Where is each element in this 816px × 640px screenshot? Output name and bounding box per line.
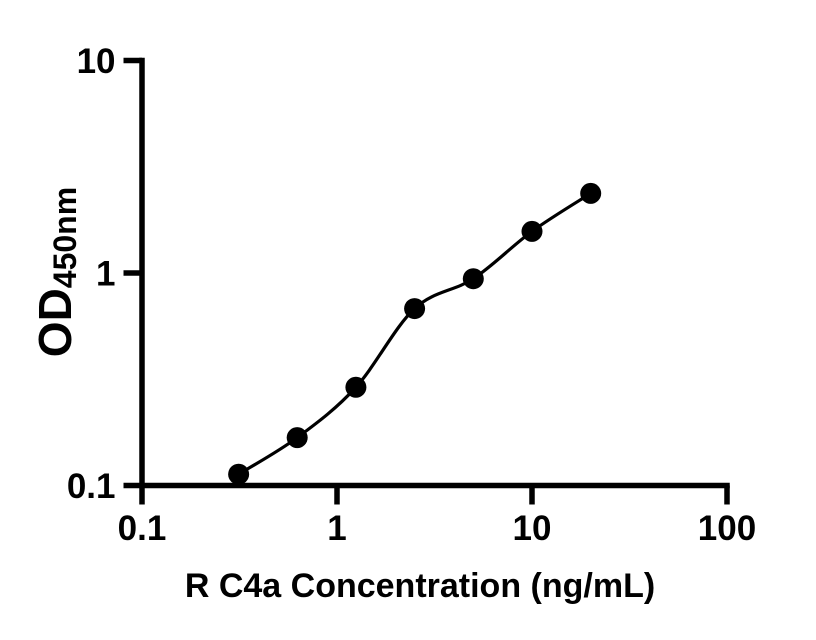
data-point [580, 182, 602, 204]
data-point [228, 463, 250, 485]
y-axis-title-base: OD [29, 288, 81, 357]
x-axis-title: R C4a Concentration (ng/mL) [185, 567, 655, 605]
data-point [462, 268, 484, 290]
y-tick-label: 1 [96, 255, 115, 294]
plot-area: 0.1 1 10 0.1 1 10 100 [67, 42, 756, 548]
y-tick-label: 10 [77, 42, 116, 81]
x-tick-label: 100 [698, 509, 756, 548]
y-axis-title: OD450nm [29, 187, 83, 357]
y-axis-title-subscript: 450nm [47, 187, 83, 288]
x-tick-label: 1 [327, 509, 346, 548]
data-point [345, 376, 367, 398]
x-tick-label: 10 [513, 509, 552, 548]
data-point [404, 298, 426, 320]
y-tick-label: 0.1 [67, 467, 116, 506]
data-point [521, 220, 543, 242]
x-tick-label: 0.1 [118, 509, 167, 548]
data-point [286, 427, 308, 449]
axis-spines [139, 57, 730, 489]
